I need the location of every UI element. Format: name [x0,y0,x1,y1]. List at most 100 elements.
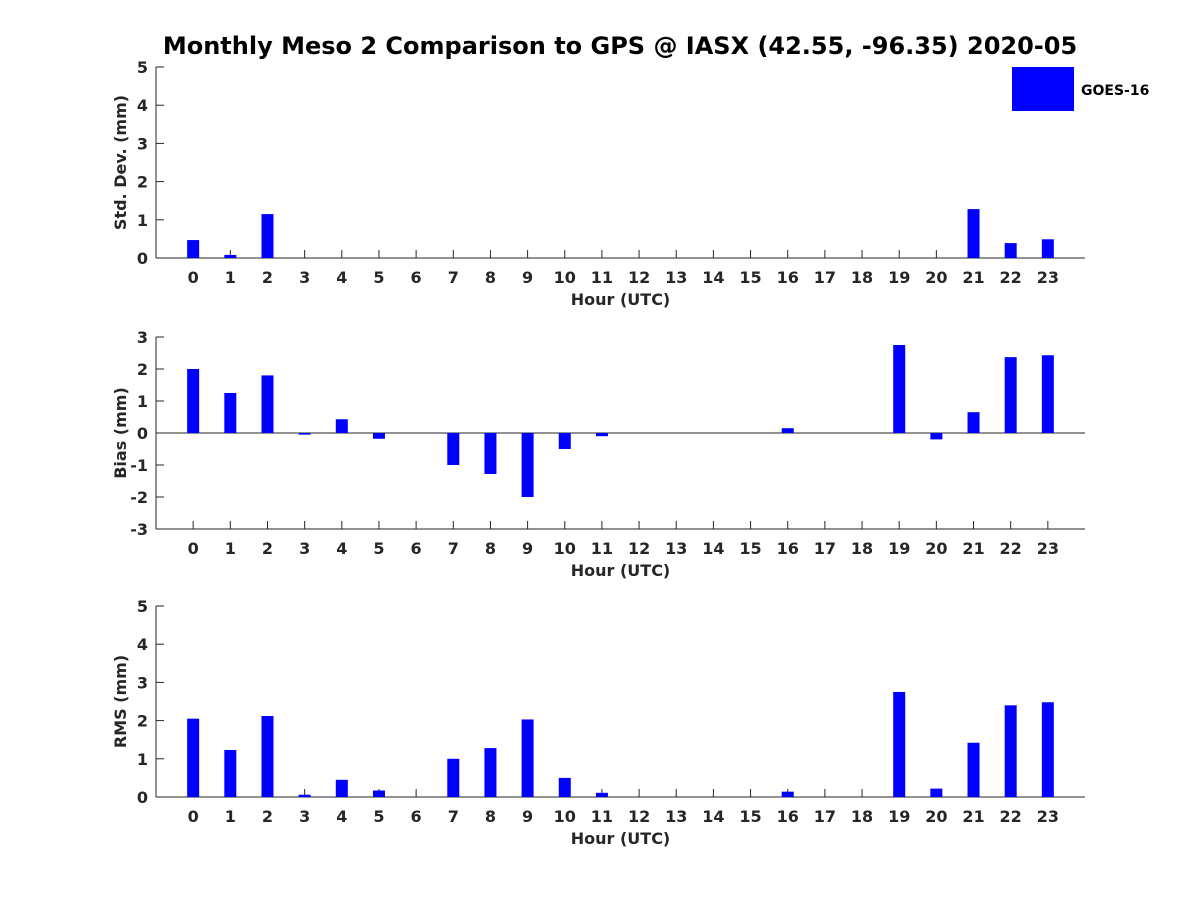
bar-hour-21 [967,209,980,258]
x-tick-label: 4 [336,268,347,287]
x-tick-label: 8 [485,268,496,287]
bar-hour-7 [447,433,460,465]
x-tick-label: 23 [1037,807,1059,826]
y-tick-label: 5 [137,597,148,616]
x-tick-label: 11 [591,539,613,558]
x-tick-label: 9 [522,539,533,558]
x-tick-label: 21 [962,268,984,287]
x-tick-label: 3 [299,807,310,826]
x-tick-label: 8 [485,807,496,826]
bar-hour-9 [521,719,534,797]
x-tick-label: 14 [702,539,724,558]
y-tick-label: 2 [137,173,148,192]
bar-hour-10 [558,433,571,449]
x-tick-label: 15 [739,539,761,558]
x-tick-label: 16 [777,539,799,558]
y-tick-label: 3 [137,134,148,153]
bar-hour-1 [224,254,237,258]
x-tick-label: 0 [188,268,199,287]
x-tick-label: 17 [814,807,836,826]
x-axis-label: Hour (UTC) [571,829,671,848]
x-tick-label: 8 [485,539,496,558]
x-tick-label: 21 [962,807,984,826]
bar-hour-4 [335,779,348,797]
x-tick-label: 7 [448,539,459,558]
x-tick-label: 2 [262,807,273,826]
bar-hour-0 [187,240,200,258]
x-tick-label: 1 [225,807,236,826]
bar-hour-0 [187,369,200,433]
x-tick-label: 18 [851,268,873,287]
x-axis-label: Hour (UTC) [571,561,671,580]
x-tick-label: 6 [411,539,422,558]
x-tick-label: 18 [851,539,873,558]
bar-hour-0 [187,718,200,797]
bar-hour-5 [372,433,385,439]
y-axis-label: RMS (mm) [111,655,130,748]
x-tick-label: 6 [411,268,422,287]
x-tick-label: 20 [925,539,947,558]
y-tick-label: 0 [137,249,148,268]
y-tick-label: 2 [137,360,148,379]
x-axis-label: Hour (UTC) [571,290,671,309]
y-tick-label: 4 [137,635,148,654]
x-tick-label: 4 [336,807,347,826]
x-tick-label: 15 [739,268,761,287]
x-tick-label: 9 [522,807,533,826]
x-tick-label: 1 [225,268,236,287]
y-axis-label: Std. Dev. (mm) [111,95,130,230]
bar-hour-2 [261,214,274,258]
y-tick-label: -1 [130,456,148,475]
bar-hour-1 [224,750,237,797]
x-tick-label: 13 [665,539,687,558]
x-tick-label: 17 [814,539,836,558]
x-tick-label: 22 [1000,807,1022,826]
x-tick-label: 22 [1000,268,1022,287]
x-tick-label: 22 [1000,539,1022,558]
x-tick-label: 18 [851,807,873,826]
y-tick-label: -2 [130,488,148,507]
bar-hour-7 [447,758,460,797]
x-tick-label: 15 [739,807,761,826]
bar-hour-20 [930,433,943,440]
x-tick-label: 5 [373,807,384,826]
x-tick-label: 12 [628,268,650,287]
x-tick-label: 2 [262,539,273,558]
legend-label: GOES-16 [1081,83,1149,99]
x-tick-label: 14 [702,268,724,287]
bar-hour-23 [1041,702,1054,797]
bar-hour-5 [372,790,385,797]
y-tick-label: 0 [137,788,148,807]
bar-hour-16 [781,791,794,797]
bar-hour-20 [930,788,943,797]
bar-hour-3 [298,794,311,797]
bar-hour-22 [1004,705,1017,797]
x-tick-label: 2 [262,268,273,287]
x-tick-label: 0 [188,807,199,826]
bar-hour-2 [261,716,274,797]
x-tick-label: 11 [591,807,613,826]
x-tick-label: 20 [925,807,947,826]
bar-hour-21 [967,742,980,797]
y-tick-label: 1 [137,211,148,230]
bar-hour-10 [558,777,571,797]
legend-swatch [1012,67,1074,111]
bar-hour-8 [484,433,497,474]
y-tick-label: 5 [137,58,148,77]
bar-hour-21 [967,412,980,433]
x-tick-label: 14 [702,807,724,826]
legend: GOES-16 [1012,67,1149,111]
y-tick-label: 2 [137,712,148,731]
y-tick-label: 3 [137,673,148,692]
bar-hour-1 [224,393,237,433]
bar-hour-23 [1041,239,1054,258]
x-tick-label: 10 [554,807,576,826]
x-tick-label: 21 [962,539,984,558]
y-tick-label: 0 [137,424,148,443]
x-tick-label: 1 [225,539,236,558]
